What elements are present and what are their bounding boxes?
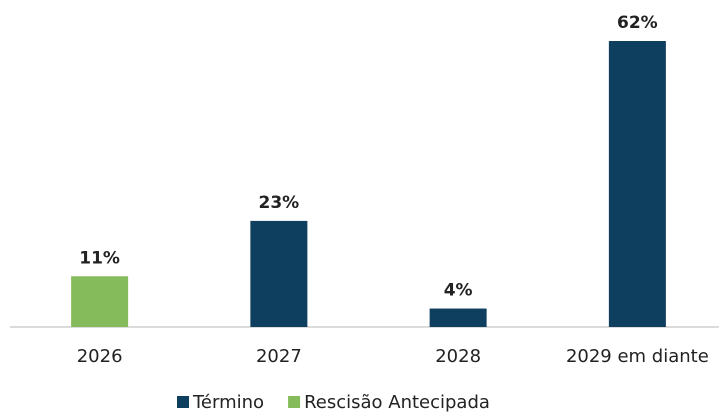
data-label: 23% [259, 193, 300, 213]
bar [429, 308, 487, 327]
data-label: 4% [444, 281, 473, 301]
x-tick-label: 2029 em diante [566, 346, 709, 367]
bar [250, 220, 308, 327]
data-label: 11% [79, 248, 120, 268]
legend-label: Término [192, 392, 264, 413]
bar [71, 276, 129, 327]
legend-label: Rescisão Antecipada [304, 392, 490, 413]
legend-swatch [288, 396, 301, 408]
bar [608, 41, 666, 327]
x-tick-label: 2028 [435, 346, 481, 367]
x-tick-label: 2026 [77, 346, 123, 367]
data-label: 62% [617, 13, 658, 33]
legend-swatch [177, 396, 189, 408]
x-tick-label: 2027 [256, 346, 302, 367]
